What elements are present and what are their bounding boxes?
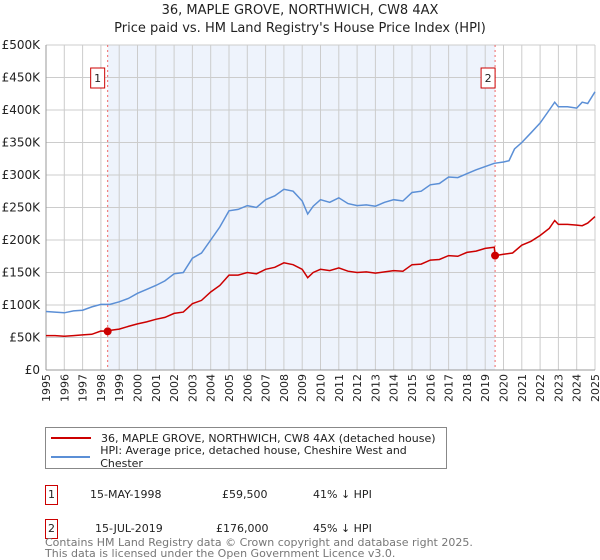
footer-line-1: Contains HM Land Registry data © Crown c…	[45, 536, 473, 549]
legend-item-hpi: HPI: Average price, detached house, Ches…	[51, 444, 446, 470]
price-chart: 1995 1996 1997 1998 1999 2000 2001 2002 2003 2004…	[2, 38, 600, 402]
chart-subtitle: Price paid vs. HM Land Registry's House …	[114, 21, 486, 36]
x-tick-label: 2019	[479, 374, 492, 402]
y-tick-label: £400K	[2, 103, 42, 117]
x-tick-label: 2016	[424, 374, 437, 402]
sale-date: 15-JUL-2019	[95, 522, 163, 535]
sale-point-1	[103, 327, 112, 336]
legend: 36, MAPLE GROVE, NORTHWICH, CW8 4AX (det…	[45, 427, 447, 470]
x-tick-label: 2024	[571, 374, 584, 402]
x-tick-label: 1998	[95, 374, 108, 402]
x-tick-label: 2020	[498, 374, 511, 402]
sale-badge: 1	[45, 485, 58, 505]
annotation-label-1: 1	[94, 72, 101, 85]
sale-date: 15-MAY-1998	[90, 488, 162, 501]
legend-label-hpi: HPI: Average price, detached house, Ches…	[100, 444, 407, 470]
x-tick-label: 2018	[461, 374, 474, 402]
x-tick-label: 2010	[315, 374, 328, 402]
x-tick-label: 1999	[113, 374, 126, 402]
legend-swatch-hpi	[51, 456, 91, 458]
y-tick-label: £350K	[2, 136, 42, 150]
sale-row-2: 2 15-JUL-2019 £176,000 45% ↓ HPI	[45, 519, 545, 539]
legend-label-property: 36, MAPLE GROVE, NORTHWICH, CW8 4AX (det…	[101, 431, 436, 445]
x-tick-label: 2022	[534, 374, 547, 402]
legend-swatch-property	[51, 437, 91, 439]
x-tick-label: 2025	[589, 374, 600, 402]
x-tick-label: 2004	[205, 374, 218, 402]
annotation-label-2: 2	[485, 72, 492, 85]
x-tick-label: 2013	[369, 374, 382, 402]
x-tick-label: 2005	[223, 374, 236, 402]
y-tick-label: £300K	[2, 168, 42, 182]
x-tick-label: 2003	[186, 374, 199, 402]
x-tick-label: 2000	[132, 374, 145, 402]
x-tick-label: 2021	[516, 374, 529, 402]
hpi-line	[45, 91, 596, 314]
x-tick-label: 1997	[77, 374, 90, 402]
x-tick-label: 2015	[406, 374, 419, 402]
x-tick-label: 2008	[278, 374, 291, 402]
chart-title: 36, MAPLE GROVE, NORTHWICH, CW8 4AX	[161, 3, 439, 18]
sale-point-2	[491, 251, 500, 260]
y-tick-label: £500K	[2, 38, 42, 52]
x-tick-label: 2006	[241, 374, 254, 402]
annotation-box-2	[480, 67, 496, 89]
legend-item-property: 36, MAPLE GROVE, NORTHWICH, CW8 4AX (det…	[51, 429, 436, 447]
y-tick-label: £50K	[9, 331, 41, 345]
sale-hpi-diff: 41% ↓ HPI	[313, 488, 372, 501]
x-tick-label: 2012	[351, 374, 364, 402]
property-price-line	[46, 216, 596, 337]
footer: Contains HM Land Registry data © Crown c…	[45, 537, 473, 559]
x-tick-label: 2001	[150, 374, 163, 402]
x-tick-label: 1995	[40, 374, 53, 402]
x-tick-label: 2011	[333, 374, 346, 402]
x-tick-label: 1996	[58, 374, 71, 402]
y-tick-label: £200K	[2, 233, 42, 247]
x-tick-label: 2023	[552, 374, 565, 402]
sale-badge: 2	[45, 519, 58, 539]
x-tick-label: 2009	[296, 374, 309, 402]
y-tick-label: £150K	[2, 266, 42, 280]
footer-line-2: This data is licensed under the Open Gov…	[45, 547, 396, 560]
sale-hpi-diff: 45% ↓ HPI	[313, 522, 372, 535]
x-tick-label: 2007	[260, 374, 273, 402]
sale-row-1: 1 15-MAY-1998 £59,500 41% ↓ HPI	[45, 485, 545, 505]
sale-price: £176,000	[216, 522, 269, 535]
y-tick-label: £250K	[2, 201, 42, 215]
sale-price: £59,500	[222, 488, 268, 501]
y-tick-label: £450K	[2, 71, 42, 85]
y-tick-label: £100K	[2, 298, 42, 312]
x-tick-label: 2002	[168, 374, 181, 402]
y-tick-label: £0	[25, 363, 40, 377]
annotation-box-1	[90, 67, 106, 89]
x-tick-label: 2014	[388, 374, 401, 402]
x-tick-label: 2017	[443, 374, 456, 402]
